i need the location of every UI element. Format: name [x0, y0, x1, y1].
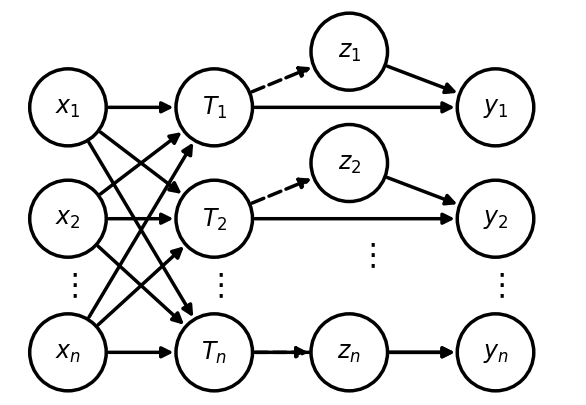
FancyArrowPatch shape	[98, 249, 181, 325]
FancyArrowPatch shape	[100, 133, 179, 192]
FancyArrowPatch shape	[252, 69, 308, 93]
Ellipse shape	[457, 314, 534, 391]
Text: $y_1$: $y_1$	[483, 97, 508, 119]
Ellipse shape	[176, 70, 253, 147]
FancyArrowPatch shape	[109, 104, 169, 113]
FancyArrowPatch shape	[89, 147, 191, 318]
FancyArrowPatch shape	[98, 247, 181, 322]
Ellipse shape	[311, 125, 387, 202]
Text: $T_n$: $T_n$	[202, 339, 227, 366]
FancyArrowPatch shape	[387, 67, 454, 93]
FancyArrowPatch shape	[255, 348, 451, 357]
Text: $y_n$: $y_n$	[482, 341, 509, 364]
Ellipse shape	[30, 70, 106, 147]
Ellipse shape	[311, 14, 387, 91]
FancyArrowPatch shape	[89, 143, 191, 314]
Text: $\vdots$: $\vdots$	[59, 271, 77, 301]
Text: $\vdots$: $\vdots$	[486, 271, 505, 301]
Ellipse shape	[457, 181, 534, 258]
Text: $T_2$: $T_2$	[202, 206, 227, 232]
FancyArrowPatch shape	[390, 348, 451, 357]
FancyArrowPatch shape	[109, 348, 169, 357]
FancyArrowPatch shape	[100, 135, 179, 194]
Text: $y_2$: $y_2$	[483, 208, 508, 230]
FancyArrowPatch shape	[387, 178, 454, 204]
Ellipse shape	[30, 314, 106, 391]
FancyArrowPatch shape	[109, 215, 169, 224]
Ellipse shape	[176, 181, 253, 258]
FancyArrowPatch shape	[255, 104, 451, 113]
Text: $x_1$: $x_1$	[55, 97, 81, 119]
Ellipse shape	[311, 314, 387, 391]
Text: $z_n$: $z_n$	[338, 341, 361, 364]
Text: $x_2$: $x_2$	[55, 208, 81, 230]
Text: $z_1$: $z_1$	[338, 41, 361, 64]
Text: $z_2$: $z_2$	[338, 152, 361, 175]
Ellipse shape	[176, 314, 253, 391]
FancyArrowPatch shape	[255, 348, 305, 357]
Text: $\vdots$: $\vdots$	[357, 241, 376, 272]
Ellipse shape	[457, 70, 534, 147]
Ellipse shape	[30, 181, 106, 258]
Text: $\vdots$: $\vdots$	[205, 271, 224, 301]
Text: $x_n$: $x_n$	[55, 341, 81, 364]
Text: $T_1$: $T_1$	[202, 95, 227, 121]
FancyArrowPatch shape	[252, 180, 308, 204]
FancyArrowPatch shape	[255, 215, 451, 224]
